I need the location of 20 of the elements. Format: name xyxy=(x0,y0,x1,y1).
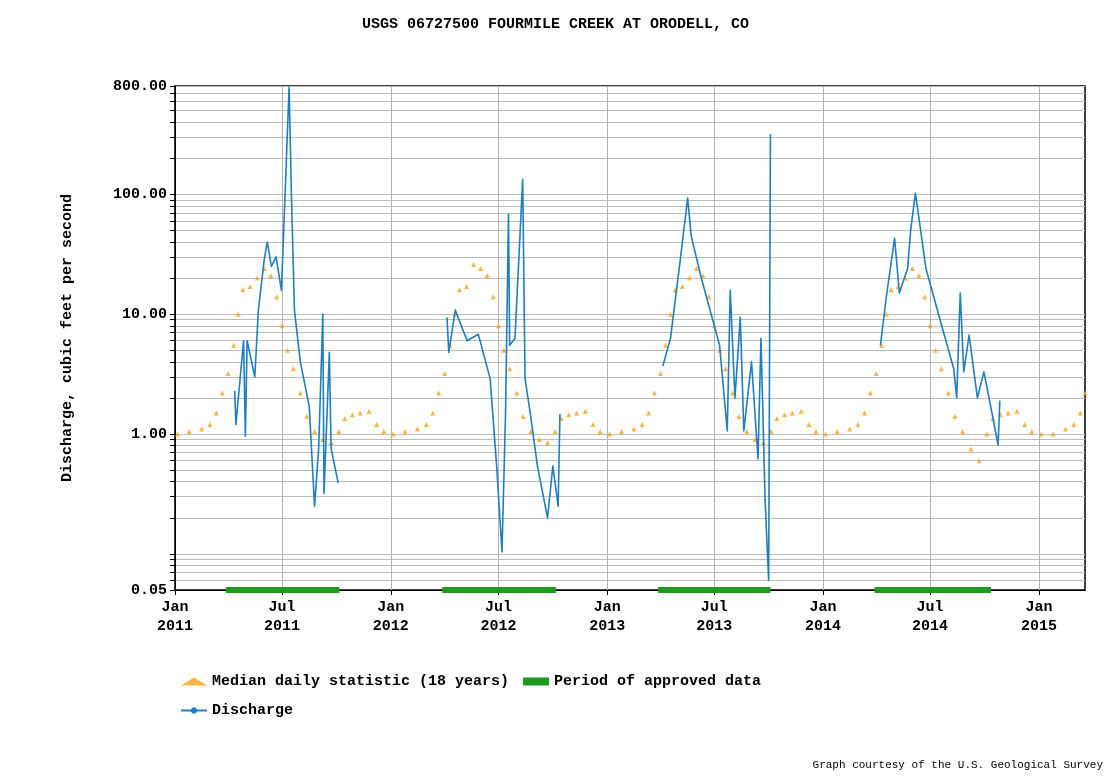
x-tick-label: Jan 2014 xyxy=(805,599,842,635)
x-tick-label: Jul 2013 xyxy=(696,599,733,635)
chart-title: USGS 06727500 FOURMILE CREEK AT ORODELL, CO xyxy=(361,16,750,33)
x-tick-label: Jul 2011 xyxy=(264,599,301,635)
legend-label: Median daily statistic (18 years) xyxy=(212,673,510,690)
x-tick-label: Jan 2015 xyxy=(1020,599,1057,635)
x-tick-label: Jan 2013 xyxy=(589,599,626,635)
legend-label: Period of approved data xyxy=(554,673,762,690)
y-tick-label: 0.05 xyxy=(130,581,167,599)
y-tick-label: 100.00 xyxy=(112,185,167,203)
y-tick-label: 800.00 xyxy=(112,77,167,95)
y-tick-label: 1.00 xyxy=(130,425,167,443)
x-tick-label: Jul 2012 xyxy=(480,599,517,635)
x-tick-label: Jan 2011 xyxy=(156,599,194,635)
x-tick-label: Jul 2014 xyxy=(912,599,949,635)
y-axis-title: Discharge, cubic feet per second xyxy=(59,193,76,483)
text: Graph courtesy of the U.S. Geological Survey xyxy=(812,758,1104,771)
legend-label: Discharge xyxy=(212,702,294,719)
x-tick-label: Jan 2012 xyxy=(372,599,409,635)
y-tick-label: 10.00 xyxy=(121,305,167,323)
